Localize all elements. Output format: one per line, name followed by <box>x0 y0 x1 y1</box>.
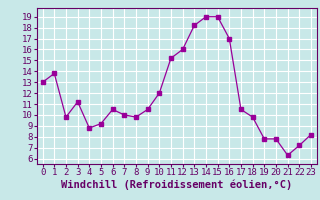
X-axis label: Windchill (Refroidissement éolien,°C): Windchill (Refroidissement éolien,°C) <box>61 180 292 190</box>
